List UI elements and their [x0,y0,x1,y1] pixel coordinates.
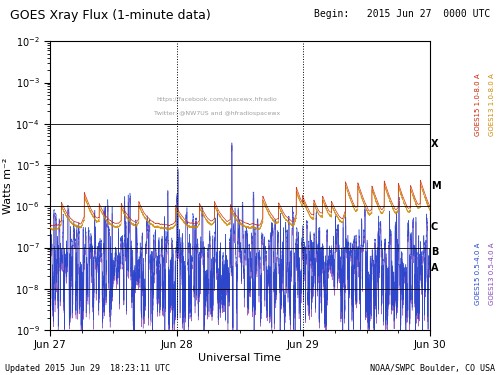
Text: GOES Xray Flux (1-minute data): GOES Xray Flux (1-minute data) [10,9,211,22]
Text: GOES15 1.0-8.0 A: GOES15 1.0-8.0 A [474,74,480,136]
Text: Twitter: @NW7US and @hfradiospacewx: Twitter: @NW7US and @hfradiospacewx [154,111,280,116]
Text: X: X [431,140,438,149]
Text: GOES13 0.5-4.0 A: GOES13 0.5-4.0 A [490,243,496,305]
Text: A: A [431,263,438,273]
Text: NOAA/SWPC Boulder, CO USA: NOAA/SWPC Boulder, CO USA [370,364,495,373]
Text: C: C [431,222,438,232]
X-axis label: Universal Time: Universal Time [198,353,281,363]
Text: M: M [431,181,440,190]
Text: Begin:   2015 Jun 27  0000 UTC: Begin: 2015 Jun 27 0000 UTC [314,9,490,20]
Text: B: B [431,247,438,256]
Text: Updated 2015 Jun 29  18:23:11 UTC: Updated 2015 Jun 29 18:23:11 UTC [5,364,170,373]
Text: https://facebook.com/spacewx.hfradio: https://facebook.com/spacewx.hfradio [157,96,278,102]
Text: GOES15 0.5-4.0 A: GOES15 0.5-4.0 A [474,243,480,305]
Text: GOES13 1.0-8.0 A: GOES13 1.0-8.0 A [490,74,496,136]
Y-axis label: Watts m⁻²: Watts m⁻² [2,158,12,214]
